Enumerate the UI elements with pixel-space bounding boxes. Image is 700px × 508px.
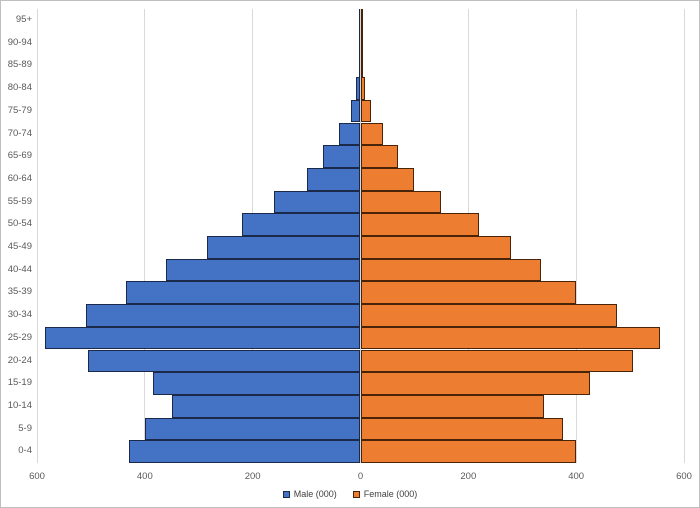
male-bar (206, 236, 361, 259)
gridline (575, 9, 577, 463)
gridline (144, 9, 146, 463)
female-bar (360, 31, 363, 55)
y-axis-label: 10-14 (7, 399, 32, 411)
female-bar (360, 99, 371, 123)
male-bar (45, 326, 361, 350)
male-bar (85, 304, 361, 327)
male-bar (88, 349, 361, 373)
female-bar (360, 281, 577, 305)
female-bar (360, 145, 399, 168)
legend: Male (000) Female (000) (1, 489, 699, 499)
female-bar (360, 349, 633, 373)
male-bar (356, 77, 361, 100)
female-bar (360, 440, 577, 463)
x-axis-tick-label: 400 (136, 471, 153, 482)
y-axis-label: 40-44 (7, 263, 32, 275)
x-axis-tick-label: 200 (244, 471, 261, 482)
female-bar (360, 122, 383, 146)
y-axis-label: 50-54 (7, 218, 32, 230)
y-axis-label: 90-94 (7, 36, 32, 48)
y-axis-label: 35-39 (7, 286, 32, 298)
male-bar (350, 99, 361, 123)
female-bar (360, 372, 590, 395)
x-axis-tick-label: 400 (568, 471, 585, 482)
female-bar (360, 417, 563, 441)
female-bar (360, 326, 660, 350)
male-bar (166, 258, 361, 282)
x-axis-tick-label: 200 (460, 471, 477, 482)
male-bar (125, 281, 361, 305)
male-bar (144, 417, 361, 441)
legend-item-female: Female (000) (352, 489, 418, 499)
female-bar (360, 77, 365, 100)
male-bar (322, 145, 361, 168)
gridline (683, 9, 685, 463)
male-bar (274, 190, 361, 214)
x-axis-tick-label: 600 (676, 471, 692, 482)
y-axis-label: 95+ (15, 14, 32, 25)
female-bar (360, 236, 512, 259)
y-axis-label: 15-19 (7, 377, 32, 389)
y-axis-label: 70-74 (7, 127, 32, 139)
male-legend-swatch (282, 490, 290, 498)
male-bar (171, 394, 361, 418)
y-axis-label: 5-9 (18, 422, 32, 434)
female-bar (360, 9, 363, 32)
y-axis-label: 85-89 (7, 59, 32, 71)
male-bar (128, 440, 361, 463)
male-bar (306, 167, 361, 191)
female-bar (360, 190, 442, 214)
gridline (36, 9, 38, 463)
plot-area (36, 9, 685, 463)
x-axis-tick-label: 600 (29, 471, 45, 482)
y-axis-label: 30-34 (7, 309, 32, 321)
male-legend-label: Male (000) (293, 489, 337, 499)
female-bar (360, 258, 542, 282)
y-axis-label: 0-4 (18, 445, 32, 457)
female-bar (360, 213, 480, 236)
y-axis-label: 45-49 (7, 241, 32, 252)
y-axis-label: 55-59 (7, 195, 32, 207)
male-bar (152, 372, 361, 395)
y-axis-label: 80-84 (7, 82, 32, 94)
y-axis-label: 20-24 (7, 354, 32, 366)
x-axis-tick-label: 0 (357, 471, 364, 482)
female-legend-label: Female (000) (363, 489, 418, 499)
y-axis-label: 60-64 (7, 172, 32, 184)
female-bar (360, 394, 544, 418)
female-bar (360, 304, 617, 327)
y-axis-label: 65-69 (7, 150, 32, 162)
female-legend-swatch (352, 490, 360, 498)
y-axis-label: 75-79 (7, 104, 32, 116)
zero-axis-line (360, 9, 361, 463)
male-bar (241, 213, 361, 236)
female-bar (360, 167, 415, 191)
male-bar (338, 122, 361, 146)
legend-item-male: Male (000) (282, 489, 337, 499)
y-axis-label: 25-29 (7, 331, 32, 343)
